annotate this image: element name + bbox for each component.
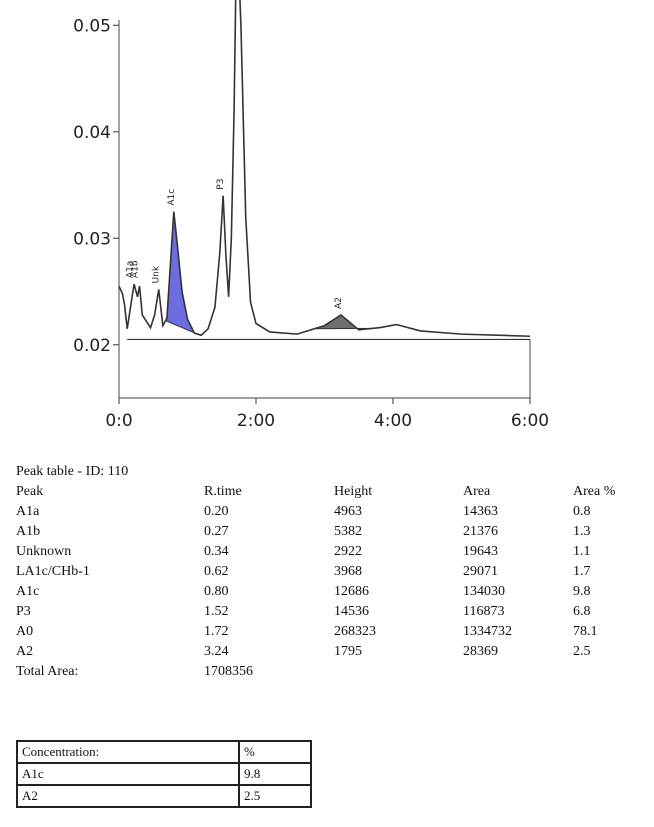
peak-rtime: 0.20 [204,504,229,519]
header-peak: Peak [16,484,44,499]
peak-label: A1c [167,189,177,206]
y-tick-label: 0.05 [73,16,111,36]
peak-table-row: A1a 0.20 4963 14363 0.8 [16,502,653,522]
total-area-label: Total Area: [16,664,79,679]
peak-area-percent: 1.1 [573,544,591,559]
peak-area: 29071 [463,564,498,579]
peak-area: 116873 [463,604,505,619]
concentration-header-name: Concentration: [16,740,240,764]
total-area-value: 1708356 [204,664,253,679]
peak-area: 1334732 [463,624,512,639]
peak-area-percent: 78.1 [573,624,598,639]
peak-name: A1a [16,504,40,519]
peak-name: A1c [16,584,40,599]
concentration-row-value: 2.5 [238,784,312,808]
peak-height: 2922 [334,544,362,559]
peak-area-percent: 1.3 [573,524,591,539]
peak-height: 12686 [334,584,369,599]
x-tick-label: 0:0 [105,411,132,431]
y-axis: 0.02 0.03 0.04 0.05 [73,16,119,356]
y-tick-label: 0.04 [73,123,111,143]
peak-label: P3 [216,179,226,190]
peak-table-row: A1c 0.80 12686 134030 9.8 [16,582,653,602]
peak-name: A1b [16,524,41,539]
peak-rtime: 0.62 [204,564,229,579]
trace-group [119,0,530,341]
peak-height: 4963 [334,504,362,519]
peak-height: 1795 [334,644,362,659]
header-rtime: R.time [204,484,242,499]
peak-rtime: 1.52 [204,604,229,619]
peak-rtime: 1.72 [204,624,229,639]
peak-label: A2 [334,297,344,309]
peak-table: Peak table - ID: 110 Peak R.time Height … [16,462,653,682]
peak-table-row: A2 3.24 1795 28369 2.5 [16,642,653,662]
peak-label: Unk [152,265,162,283]
peak-table-row: LA1c/CHb-1 0.62 3968 29071 1.7 [16,562,653,582]
x-tick-label: 6:00 [511,411,549,431]
plot-frame [118,20,531,399]
peak-area-percent: 9.8 [573,584,591,599]
peak-area-percent: 0.8 [573,504,591,519]
concentration-row-value: 9.8 [238,762,312,786]
peak-height: 268323 [334,624,376,639]
peak-area: 28369 [463,644,498,659]
peak-name: Unknown [16,544,72,559]
header-height: Height [334,484,373,499]
peak-table-row: A0 1.72 268323 1334732 78.1 [16,622,653,642]
peak-table-header-row: Peak R.time Height Area Area % [16,482,653,502]
header-area-percent: Area % [573,484,616,499]
peak-table-row: A1b 0.27 5382 21376 1.3 [16,522,653,542]
peak-area: 134030 [463,584,505,599]
peak-height: 14536 [334,604,369,619]
peak-height: 5382 [334,524,362,539]
concentration-header-row: Concentration: % [16,740,312,764]
peak-rtime: 0.27 [204,524,229,539]
peak-name: A0 [16,624,34,639]
peak-table-row: P3 1.52 14536 116873 6.8 [16,602,653,622]
header-area: Area [463,484,491,499]
peak-area: 19643 [463,544,498,559]
peak-name: A2 [16,644,34,659]
peak-rtime: 0.80 [204,584,229,599]
concentration-row: A2 2.5 [16,784,312,808]
peak-table-rows: A1a 0.20 4963 14363 0.8 A1b 0.27 5382 21376 1.3 Un… [16,502,653,662]
peak-area-percent: 6.8 [573,604,591,619]
total-area-row: Total Area: 1708356 [16,662,653,682]
peak-area-percent: 1.7 [573,564,591,579]
peak-table-title: Peak table - ID: 110 [16,464,129,479]
peak-rtime: 3.24 [204,644,229,659]
peak-label: A1b [130,260,140,278]
peak-name: LA1c/CHb-1 [16,564,90,579]
concentration-row: A1c 9.8 [16,762,312,786]
peak-rtime: 0.34 [204,544,229,559]
y-tick-label: 0.02 [73,336,111,356]
x-tick-label: 4:00 [374,411,412,431]
concentration-row-name: A2 [16,784,240,808]
concentration-row-name: A1c [16,762,240,786]
y-tick-label: 0.03 [73,229,111,249]
peak-name: P3 [16,604,31,619]
concentration-header-percent: % [238,740,312,764]
chromatogram-trace [119,0,530,338]
peak-height: 3968 [334,564,362,579]
peak-area: 21376 [463,524,498,539]
concentration-table: Concentration: % A1c 9.8 A2 2.5 [16,740,312,808]
peak-label: A1a [126,261,136,278]
peak-table-row: Unknown 0.34 2922 19643 1.1 [16,542,653,562]
x-tick-label: 2:00 [237,411,275,431]
x-axis: 0:0 2:00 4:00 6:00 [105,398,549,431]
peak-area: 14363 [463,504,498,519]
peak-area-percent: 2.5 [573,644,591,659]
